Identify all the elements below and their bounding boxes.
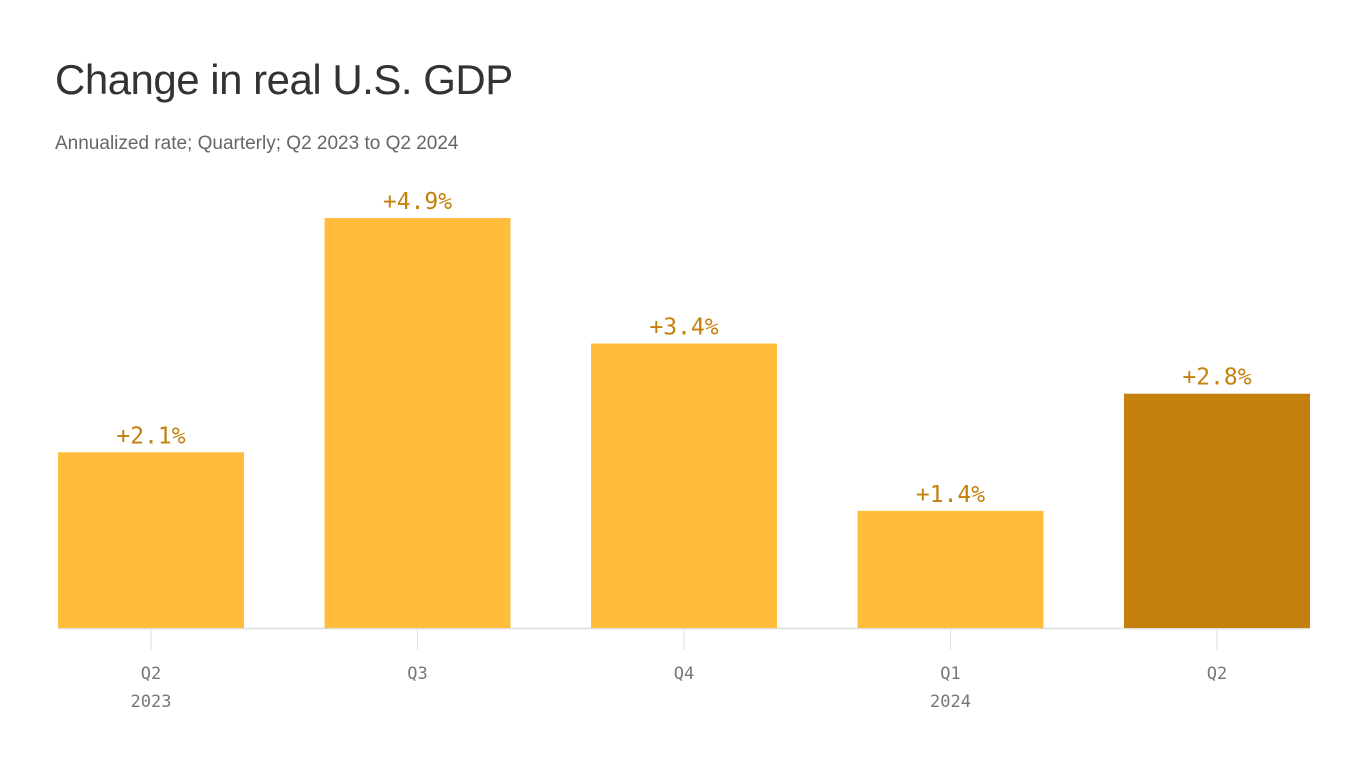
data-label: +2.8% [1182, 365, 1251, 391]
x-tick-label: Q2 [1207, 664, 1227, 684]
x-tick-label: Q1 [940, 664, 960, 684]
bar [591, 343, 777, 628]
data-label: +1.4% [916, 482, 985, 508]
bar [857, 510, 1044, 628]
data-label: +2.1% [116, 423, 185, 449]
x-tick-label: Q2 [141, 664, 161, 684]
chart-subtitle: Annualized rate; Quarterly; Q2 2023 to Q… [55, 133, 459, 154]
bar [58, 452, 244, 628]
chart-title: Change in real U.S. GDP [55, 56, 513, 103]
x-tick-label: 2024 [930, 692, 971, 712]
x-tick-label: Q4 [674, 664, 694, 684]
bar [1124, 393, 1310, 628]
x-tick-label: 2023 [131, 692, 172, 712]
bar [324, 218, 511, 628]
data-label: +3.4% [649, 315, 718, 341]
data-label: +4.9% [383, 189, 452, 215]
x-tick-label: Q3 [407, 664, 427, 684]
